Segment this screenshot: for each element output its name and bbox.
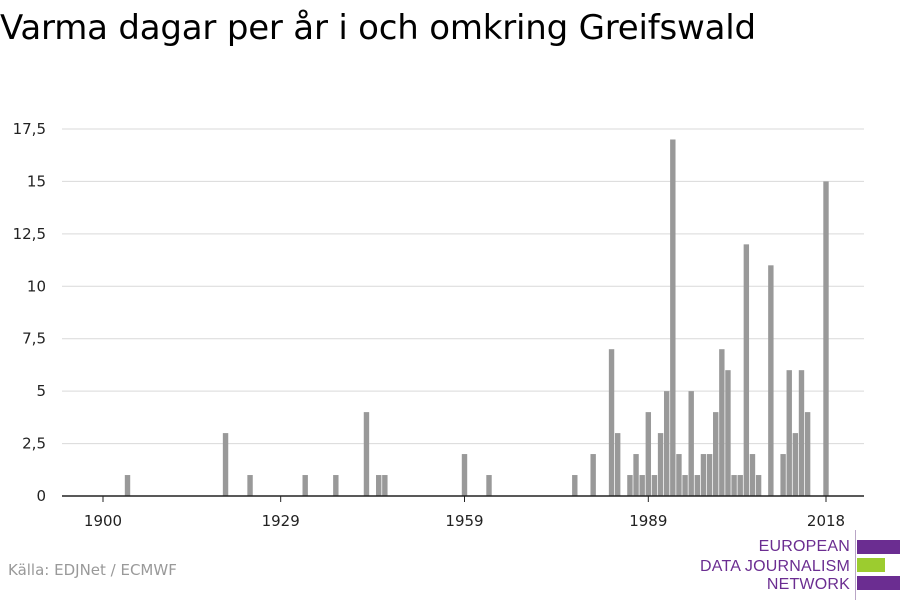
y-tick-label: 10 xyxy=(27,277,46,295)
bar xyxy=(682,475,688,496)
bar xyxy=(363,412,370,496)
bar xyxy=(786,370,792,496)
x-axis-ticks: 1900 1929 1959 1989 2018 xyxy=(84,496,845,530)
bar xyxy=(382,475,388,496)
x-tick-label: 2018 xyxy=(807,512,845,530)
logo-bar-green xyxy=(857,558,885,572)
x-tick-label: 1959 xyxy=(445,512,483,530)
bar xyxy=(590,454,596,496)
x-tick-label: 1900 xyxy=(84,512,122,530)
bar xyxy=(486,475,492,496)
y-tick-label: 2,5 xyxy=(22,435,46,453)
bar xyxy=(731,475,737,496)
bar xyxy=(737,475,743,496)
bar xyxy=(768,265,774,496)
y-tick-label: 17,5 xyxy=(13,120,46,138)
bar xyxy=(302,475,308,496)
bar xyxy=(706,454,713,496)
bar xyxy=(688,391,694,496)
bar xyxy=(792,433,799,496)
x-tick-label: 1929 xyxy=(262,512,300,530)
bar xyxy=(614,433,621,496)
bar xyxy=(749,454,756,496)
bars xyxy=(124,139,829,496)
bar xyxy=(376,475,382,496)
y-tick-label: 7,5 xyxy=(22,330,46,348)
bar xyxy=(743,244,750,496)
bar xyxy=(461,454,468,496)
bar xyxy=(608,349,615,496)
logo-bar-purple-bottom xyxy=(857,576,900,590)
y-axis-ticks: 0 2,5 5 7,5 10 12,5 15 17,5 xyxy=(13,120,46,505)
bar xyxy=(798,370,805,496)
bar xyxy=(823,181,829,496)
bar xyxy=(124,475,131,496)
logo-line-1: EUROPEAN xyxy=(758,538,850,555)
bar xyxy=(719,349,725,496)
bar xyxy=(676,454,682,496)
bar xyxy=(694,475,701,496)
bar xyxy=(780,454,786,496)
bar xyxy=(670,139,676,496)
logo-bar-purple-top xyxy=(857,540,900,554)
gridlines xyxy=(62,128,864,445)
bar xyxy=(645,412,652,496)
y-tick-label: 12,5 xyxy=(13,225,46,243)
logo-line-3: NETWORK xyxy=(766,576,850,593)
bar xyxy=(755,475,762,496)
y-tick-label: 0 xyxy=(36,487,46,505)
chart-title: Varma dagar per år i och omkring Greifsw… xyxy=(0,8,756,48)
bar xyxy=(713,412,719,496)
bar xyxy=(633,454,639,496)
y-tick-label: 15 xyxy=(27,172,46,190)
logo-divider xyxy=(855,530,856,600)
bar xyxy=(725,370,731,496)
bar xyxy=(627,475,633,496)
bar xyxy=(700,454,707,496)
logo-line-2: DATA JOURNALISM xyxy=(700,558,850,575)
y-tick-label: 5 xyxy=(36,382,46,400)
bar xyxy=(657,433,664,496)
bar xyxy=(572,475,578,496)
bar xyxy=(333,475,339,496)
x-tick-label: 1989 xyxy=(629,512,667,530)
bar xyxy=(639,475,645,496)
bar xyxy=(247,475,253,496)
bar xyxy=(222,433,229,496)
bar xyxy=(804,412,811,496)
source-note: Källa: EDJNet / ECMWF xyxy=(8,561,177,579)
bar xyxy=(651,475,658,496)
bar xyxy=(663,391,670,496)
edjnet-logo: EUROPEAN DATA JOURNALISM NETWORK xyxy=(700,530,900,600)
